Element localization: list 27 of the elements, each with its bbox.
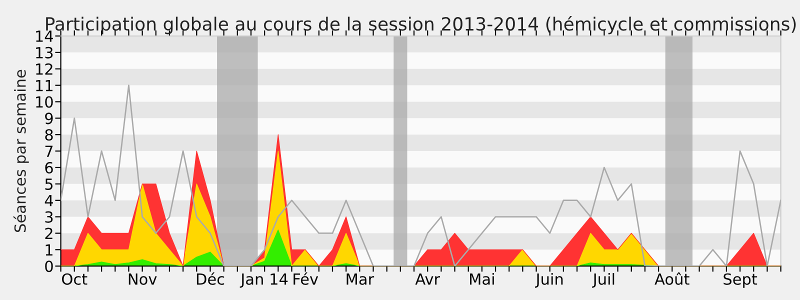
y-tick-label: 10 <box>36 96 53 108</box>
y-tick-label: 2 <box>45 228 52 240</box>
x-tick-label: Août <box>654 272 690 285</box>
y-tick-label: 9 <box>45 112 53 124</box>
x-tick-label: Déc <box>196 272 224 285</box>
y-tick-label: 5 <box>45 178 53 190</box>
y-tick-label: 4 <box>44 195 53 206</box>
x-tick-label: Oct <box>62 273 88 285</box>
y-tick-label: 8 <box>45 129 53 141</box>
y-tick-label: 11 <box>36 80 52 92</box>
y-tick-label: 3 <box>45 211 53 223</box>
x-tick-label: Fév <box>294 272 318 285</box>
x-tick-label: Juin <box>535 273 563 288</box>
x-tick-label: Mar <box>346 274 374 285</box>
x-tick-label: Sept <box>724 273 758 288</box>
y-tick-label: 6 <box>45 162 53 174</box>
x-tick-label: Juil <box>592 273 614 288</box>
y-tick-label: 1 <box>46 244 52 256</box>
y-axis-title: Séances par semaine <box>13 70 29 232</box>
x-tick-label: Avr <box>415 274 440 285</box>
x-tick-label: Jan 14 <box>240 274 288 288</box>
y-tick-label: 12 <box>36 63 52 75</box>
x-tick-label: Mai <box>470 273 494 285</box>
y-tick-label: 13 <box>36 46 53 58</box>
y-tick-label: 7 <box>45 146 53 157</box>
y-tick-label: 0 <box>45 260 53 272</box>
x-tick-label: Nov <box>128 274 157 285</box>
